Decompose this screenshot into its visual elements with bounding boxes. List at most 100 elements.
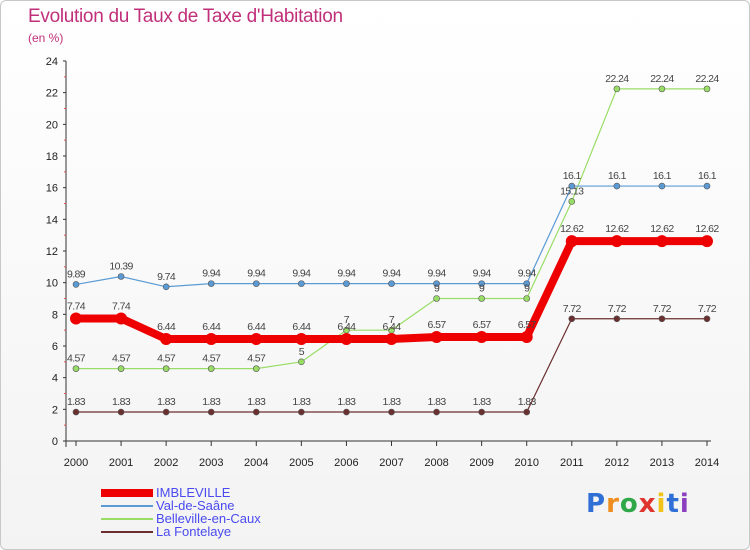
logo-letter: i (656, 489, 667, 519)
chart-title: Evolution du Taux de Taxe d'Habitation (28, 6, 343, 27)
data-point-imbleville (340, 333, 353, 346)
data-point-val-de-saane (252, 280, 260, 287)
data-label-belleville-en-caux: 9 (434, 283, 440, 295)
data-point-belleville-en-caux (72, 365, 80, 372)
data-label-val-de-saane: 9.94 (518, 268, 537, 280)
data-point-val-de-saane (388, 280, 395, 287)
x-tick-label: 2006 (334, 457, 358, 469)
data-point-val-de-saane (568, 182, 576, 190)
data-label-la-fontelaye: 1.83 (518, 396, 537, 408)
logo-letter: o (619, 489, 639, 519)
data-point-belleville-en-caux (568, 198, 576, 205)
data-point-imbleville (430, 330, 443, 343)
data-label-val-de-saane: 9.89 (67, 268, 86, 280)
data-point-belleville-en-caux (703, 85, 711, 93)
data-label-imbleville: 6.57 (518, 319, 537, 331)
data-point-belleville-en-caux (298, 358, 305, 366)
legend-label-la-fontelaye: La Fontelaye (156, 524, 232, 539)
data-point-imbleville (160, 333, 173, 346)
data-label-imbleville: 6.44 (157, 321, 176, 333)
logo-letter: r (606, 489, 620, 519)
logo-letters: Proxiti (586, 489, 690, 519)
data-label-val-de-saane: 9.94 (337, 268, 356, 280)
data-label-la-fontelaye: 1.83 (292, 396, 311, 408)
data-label-val-de-saane: 9.94 (473, 268, 492, 280)
data-point-la-fontelaye (252, 408, 260, 416)
data-point-la-fontelaye (613, 315, 621, 323)
data-point-imbleville (385, 333, 398, 346)
data-labels: 1.83 1.83 1.83 1.83 1.83 1.83 1.83 1.83 1.83 1.83… (67, 73, 720, 408)
data-point-la-fontelaye (72, 408, 80, 416)
data-point-la-fontelaye (523, 408, 531, 416)
data-point-la-fontelaye (298, 408, 305, 416)
data-label-la-fontelaye: 1.83 (428, 396, 447, 408)
y-tick-label: 20 (46, 119, 58, 131)
x-tick-label: 2007 (379, 457, 403, 469)
data-label-val-de-saane: 9.94 (428, 268, 447, 280)
legend-label-val-de-saane: Val-de-Saâne (156, 498, 235, 513)
data-label-val-de-saane: 9.74 (157, 271, 176, 283)
y-tick-label: 6 (52, 341, 58, 353)
legend-swatch-imbleville (101, 489, 153, 497)
legend-swatch-la-fontelaye (101, 531, 153, 533)
data-label-belleville-en-caux: 22.24 (695, 73, 719, 85)
data-point-imbleville (205, 333, 218, 346)
y-tick-label: 8 (52, 309, 58, 321)
chart-unit: (en %) (28, 31, 64, 45)
data-label-val-de-saane: 16.1 (563, 170, 582, 182)
data-point-imbleville (70, 312, 82, 325)
data-label-la-fontelaye: 1.83 (112, 396, 131, 408)
data-point-val-de-saane (207, 280, 215, 287)
data-point-belleville-en-caux (207, 365, 215, 372)
y-tick-label: 0 (52, 436, 58, 448)
data-label-belleville-en-caux: 5 (299, 346, 305, 358)
data-point-imbleville (520, 330, 533, 343)
data-label-belleville-en-caux: 4.57 (247, 353, 266, 365)
x-tick-label: 2005 (289, 457, 313, 469)
data-point-imbleville (655, 235, 668, 248)
data-label-la-fontelaye: 7.72 (698, 303, 717, 315)
logo-letter: t (666, 489, 680, 519)
data-label-imbleville: 7.74 (112, 300, 131, 312)
data-point-imbleville (295, 333, 308, 346)
y-tick-label: 14 (46, 214, 58, 226)
x-tick-label: 2008 (424, 457, 448, 469)
data-label-belleville-en-caux: 9 (479, 283, 485, 295)
data-label-belleville-en-caux: 7 (389, 314, 395, 326)
data-label-la-fontelaye: 7.72 (653, 303, 672, 315)
data-label-imbleville: 6.44 (202, 321, 221, 333)
data-label-val-de-saane: 9.94 (382, 268, 401, 280)
data-point-belleville-en-caux (162, 365, 170, 372)
logo-letter: P (586, 489, 607, 519)
data-point-val-de-saane (117, 273, 125, 280)
data-point-val-de-saane (298, 280, 305, 287)
series-lines (70, 85, 713, 416)
data-label-imbleville: 12.62 (650, 223, 674, 235)
legend-label-belleville-en-caux: Belleville-en-Caux (156, 511, 261, 526)
data-point-la-fontelaye (568, 315, 576, 323)
data-point-imbleville (250, 333, 263, 346)
x-tick-label: 2002 (154, 457, 178, 469)
data-label-belleville-en-caux: 4.57 (202, 353, 221, 365)
data-label-la-fontelaye: 1.83 (382, 396, 401, 408)
logo-letter: x (638, 489, 657, 519)
data-point-belleville-en-caux (613, 85, 621, 93)
data-point-val-de-saane (433, 280, 440, 287)
x-tick-label: 2000 (64, 457, 88, 469)
data-point-val-de-saane (658, 182, 666, 190)
y-tick-label: 12 (46, 246, 58, 258)
legend-swatch-belleville-en-caux (101, 518, 153, 520)
data-label-la-fontelaye: 1.83 (473, 396, 492, 408)
data-label-la-fontelaye: 1.83 (157, 396, 176, 408)
data-point-imbleville (475, 330, 488, 343)
logo-letter: i (679, 489, 690, 519)
x-tick-label: 2014 (695, 457, 719, 469)
data-label-la-fontelaye: 1.83 (202, 396, 221, 408)
x-tick-label: 2010 (514, 457, 538, 469)
y-tick-label: 24 (46, 56, 58, 68)
data-label-imbleville: 12.62 (605, 223, 629, 235)
data-point-la-fontelaye (433, 408, 440, 416)
data-point-imbleville (115, 312, 128, 325)
